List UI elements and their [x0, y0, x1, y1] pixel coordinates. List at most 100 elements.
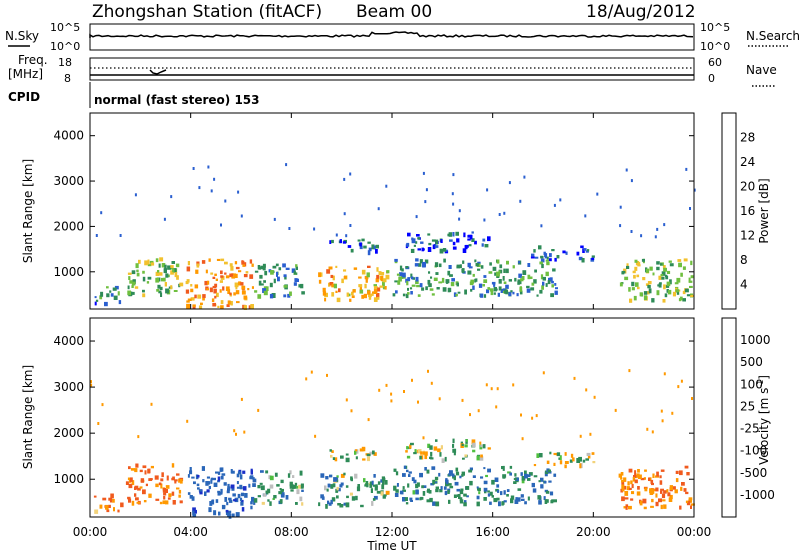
colorbar-tick-label: 8	[740, 253, 748, 267]
data-cell	[633, 475, 637, 479]
data-cell	[363, 478, 366, 483]
data-cell	[459, 497, 463, 502]
data-cell	[159, 257, 164, 262]
data-cell	[685, 500, 689, 504]
data-cell	[410, 276, 414, 280]
colorbar-tick-label: 24	[740, 155, 755, 169]
data-cell	[190, 288, 194, 293]
data-cell	[656, 471, 659, 477]
data-cell	[521, 476, 526, 481]
data-cell	[104, 301, 108, 307]
data-cell	[352, 289, 356, 293]
data-cell	[243, 274, 248, 278]
data-cell	[204, 491, 207, 496]
data-cell	[213, 510, 217, 516]
data-cell	[414, 449, 417, 454]
data-cell	[160, 483, 163, 489]
data-cell	[343, 502, 347, 506]
data-cell	[305, 377, 308, 381]
data-cell	[460, 441, 463, 444]
data-cell	[368, 247, 372, 252]
data-cell	[212, 285, 217, 289]
colorbar-tick-label: 500	[740, 355, 763, 369]
data-cell	[348, 293, 351, 297]
data-cell	[519, 290, 523, 295]
data-cell	[204, 280, 208, 286]
data-cell	[187, 474, 190, 478]
data-cell	[436, 287, 440, 290]
data-cell	[101, 403, 104, 407]
data-cell	[651, 298, 655, 303]
data-cell	[197, 487, 200, 490]
data-cell	[334, 457, 338, 462]
data-cell	[489, 288, 494, 292]
data-cell	[336, 495, 339, 499]
nsearch-tick-bottom: 10^0	[700, 40, 730, 53]
data-cell	[215, 471, 219, 474]
data-cell	[554, 499, 557, 503]
data-cell	[448, 265, 452, 269]
data-cell	[452, 246, 457, 250]
data-cell	[581, 258, 585, 263]
data-cell	[257, 485, 261, 489]
data-cell	[503, 500, 507, 503]
data-cell	[676, 277, 681, 283]
data-cell	[551, 280, 554, 284]
data-cell	[477, 268, 481, 271]
data-cell	[273, 278, 276, 284]
power-y-ticks: 1000 2000 3000 4000	[53, 129, 694, 279]
data-cell	[336, 479, 339, 483]
data-cell	[295, 502, 298, 505]
data-cell	[435, 272, 439, 275]
data-cell	[438, 472, 441, 477]
data-cell	[128, 466, 131, 470]
data-cell	[210, 189, 213, 193]
data-cell	[247, 288, 250, 291]
data-cell	[446, 480, 449, 485]
data-cell	[331, 292, 335, 297]
data-cell	[527, 478, 531, 481]
data-cell	[632, 270, 636, 274]
data-cell	[483, 467, 486, 470]
nsky-tick-bottom: 10^0	[50, 40, 80, 53]
data-cell	[655, 493, 658, 498]
data-cell	[540, 484, 544, 489]
data-cell	[422, 491, 426, 496]
y-tick-label: 2000	[53, 426, 84, 440]
data-cell	[93, 495, 97, 498]
data-cell	[359, 448, 364, 452]
data-cell	[362, 458, 366, 461]
data-cell	[332, 483, 336, 488]
data-cell	[382, 278, 387, 283]
data-cell	[620, 477, 623, 480]
data-cell	[466, 495, 469, 498]
data-cell	[644, 469, 647, 472]
data-cell	[472, 449, 476, 453]
data-cell	[135, 463, 139, 468]
data-cell	[318, 272, 321, 278]
data-cell	[313, 227, 316, 231]
data-cell	[443, 248, 447, 252]
data-cell	[419, 283, 423, 288]
data-cell	[559, 198, 562, 202]
data-cell	[94, 301, 97, 306]
data-cell	[482, 444, 486, 449]
data-cell	[288, 227, 291, 230]
data-cell	[478, 283, 483, 288]
data-cell	[514, 499, 519, 504]
freq-tick-top: 18	[58, 56, 72, 69]
y-tick-label: 1000	[53, 265, 84, 279]
data-cell	[142, 276, 146, 282]
data-cell	[427, 443, 431, 448]
data-cell	[489, 262, 492, 266]
data-cell	[666, 489, 669, 493]
data-cell	[556, 255, 560, 259]
data-cell	[158, 272, 163, 276]
data-cell	[441, 277, 445, 283]
data-cell	[300, 483, 304, 489]
data-cell	[345, 234, 348, 238]
data-cell	[241, 290, 246, 295]
data-cell	[512, 265, 515, 269]
data-cell	[579, 463, 582, 469]
data-cell	[215, 499, 219, 503]
